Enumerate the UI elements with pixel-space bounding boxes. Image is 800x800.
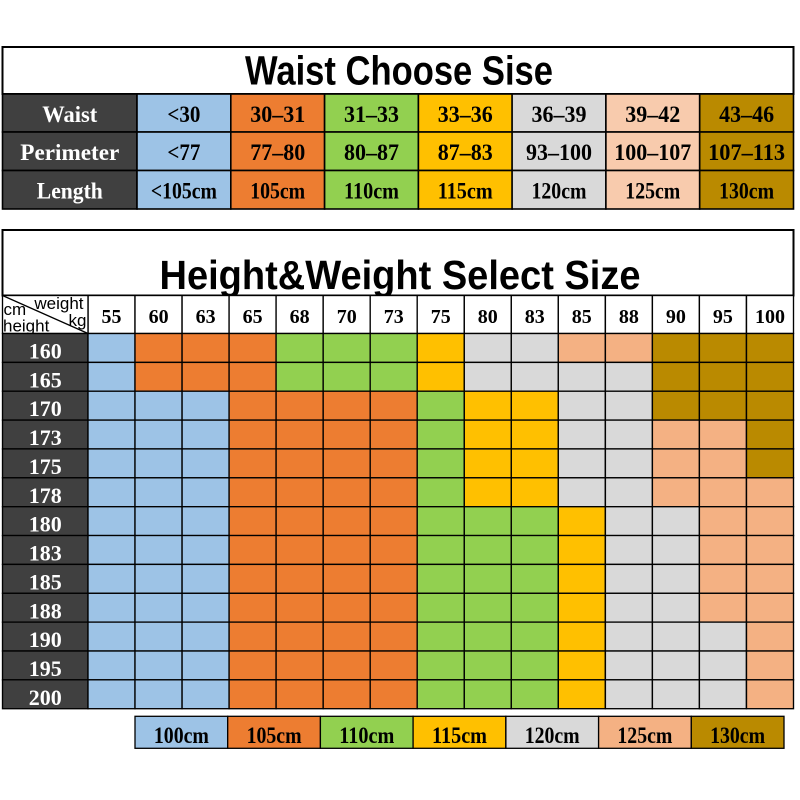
svg-text:39–42: 39–42	[625, 102, 680, 127]
svg-text:165: 165	[29, 367, 62, 392]
svg-text:85: 85	[572, 306, 592, 328]
svg-text:73: 73	[384, 306, 404, 328]
svg-text:90: 90	[666, 306, 686, 328]
svg-text:130cm: 130cm	[719, 179, 774, 204]
svg-text:125cm: 125cm	[625, 179, 680, 204]
svg-text:55: 55	[102, 306, 122, 328]
svg-text:107–113: 107–113	[708, 140, 785, 165]
svg-text:175: 175	[29, 454, 62, 479]
svg-text:195: 195	[29, 656, 62, 681]
svg-text:68: 68	[290, 306, 310, 328]
svg-text:kg: kg	[69, 311, 87, 330]
svg-text:60: 60	[149, 306, 169, 328]
svg-text:63: 63	[196, 306, 216, 328]
svg-text:Length: Length	[37, 179, 103, 204]
svg-text:180: 180	[29, 512, 62, 537]
svg-text:110cm: 110cm	[344, 179, 399, 204]
svg-text:cm: cm	[4, 300, 27, 319]
svg-text:100: 100	[755, 306, 785, 328]
svg-text:125cm: 125cm	[617, 723, 672, 748]
svg-text:173: 173	[29, 425, 62, 450]
svg-text:200: 200	[29, 685, 62, 710]
svg-text:188: 188	[29, 598, 62, 623]
svg-text:105cm: 105cm	[247, 723, 302, 748]
svg-text:115cm: 115cm	[432, 723, 487, 748]
svg-text:190: 190	[29, 627, 62, 652]
svg-text:105cm: 105cm	[250, 179, 305, 204]
svg-text:115cm: 115cm	[438, 179, 493, 204]
svg-text:100cm: 100cm	[154, 723, 209, 748]
svg-text:43–46: 43–46	[719, 102, 774, 127]
svg-text:<105cm: <105cm	[151, 179, 217, 204]
svg-text:Perimeter: Perimeter	[20, 140, 119, 165]
svg-text:87–83: 87–83	[438, 140, 493, 165]
svg-text:100–107: 100–107	[614, 140, 691, 165]
svg-text:80: 80	[478, 306, 498, 328]
svg-text:36–39: 36–39	[532, 102, 587, 127]
svg-text:183: 183	[29, 541, 62, 566]
svg-text:77–80: 77–80	[250, 140, 305, 165]
svg-text:178: 178	[29, 483, 62, 508]
svg-text:<30: <30	[167, 102, 200, 127]
svg-text:30–31: 30–31	[250, 102, 305, 127]
svg-text:110cm: 110cm	[339, 723, 394, 748]
svg-text:130cm: 130cm	[710, 723, 765, 748]
svg-text:80–87: 80–87	[344, 140, 399, 165]
svg-text:83: 83	[525, 306, 545, 328]
svg-text:weight: weight	[33, 294, 83, 313]
svg-text:75: 75	[431, 306, 451, 328]
svg-text:Waist Choose Sise: Waist Choose Sise	[245, 48, 553, 94]
svg-text:170: 170	[29, 396, 62, 421]
svg-text:70: 70	[337, 306, 357, 328]
svg-text:120cm: 120cm	[532, 179, 587, 204]
svg-text:88: 88	[619, 306, 639, 328]
svg-text:93–100: 93–100	[526, 140, 592, 165]
svg-text:120cm: 120cm	[525, 723, 580, 748]
svg-text:185: 185	[29, 569, 62, 594]
svg-text:<77: <77	[167, 140, 200, 165]
svg-text:95: 95	[713, 306, 733, 328]
svg-text:height: height	[3, 316, 50, 335]
svg-text:160: 160	[29, 339, 62, 364]
svg-text:65: 65	[243, 306, 263, 328]
svg-text:31–33: 31–33	[344, 102, 399, 127]
svg-text:Waist: Waist	[42, 102, 97, 127]
svg-text:33–36: 33–36	[438, 102, 493, 127]
svg-text:Height&Weight Select Size: Height&Weight Select Size	[160, 252, 641, 298]
